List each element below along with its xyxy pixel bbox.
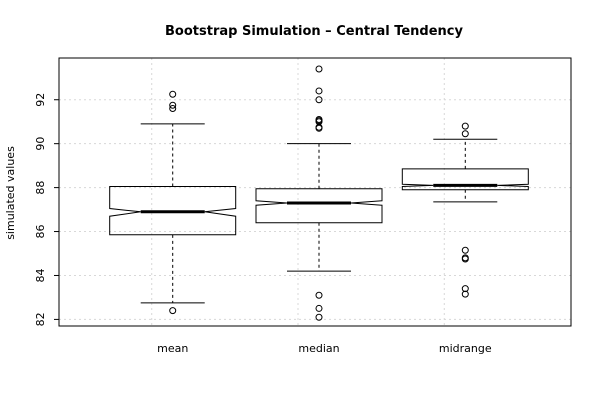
outlier-point: [315, 87, 323, 95]
outlier-point: [461, 122, 469, 130]
y-axis-label: simulated values: [4, 146, 17, 240]
box-mean: [109, 90, 237, 315]
axes: 82 84 86 88 90 92 mean median midrange: [34, 93, 492, 355]
outlier-point: [315, 123, 323, 131]
outlier-point: [461, 254, 469, 262]
x-tick-label: median: [298, 342, 339, 355]
outlier-point: [169, 307, 177, 315]
outlier-point: [315, 65, 323, 73]
grid: [59, 58, 571, 326]
outlier-point: [315, 291, 323, 299]
y-tick-label: 86: [34, 225, 47, 239]
box-median: [255, 65, 383, 321]
outlier-point: [461, 285, 469, 293]
outlier-point: [169, 90, 177, 98]
y-tick-label: 82: [34, 312, 47, 326]
x-tick-label: midrange: [439, 342, 492, 355]
y-tick-label: 88: [34, 181, 47, 195]
outlier-point: [169, 101, 177, 109]
y-tick-label: 84: [34, 268, 47, 282]
outlier-point: [461, 290, 469, 298]
y-tick-label: 92: [34, 93, 47, 107]
plot-frame: [58, 57, 572, 327]
outlier-point: [315, 116, 323, 124]
box-midrange: [401, 122, 529, 298]
outlier-point: [315, 313, 323, 321]
x-tick-label: mean: [157, 342, 188, 355]
outlier-point: [169, 105, 177, 113]
outlier-point: [315, 96, 323, 104]
chart-title: Bootstrap Simulation – Central Tendency: [165, 24, 463, 39]
y-tick-label: 90: [34, 137, 47, 151]
outlier-point: [315, 304, 323, 312]
notched-box: [255, 188, 383, 224]
notched-box: [109, 186, 237, 236]
notched-box: [401, 168, 529, 191]
plot-area: [109, 65, 529, 321]
outlier-point: [461, 130, 469, 138]
outlier-point: [461, 246, 469, 254]
